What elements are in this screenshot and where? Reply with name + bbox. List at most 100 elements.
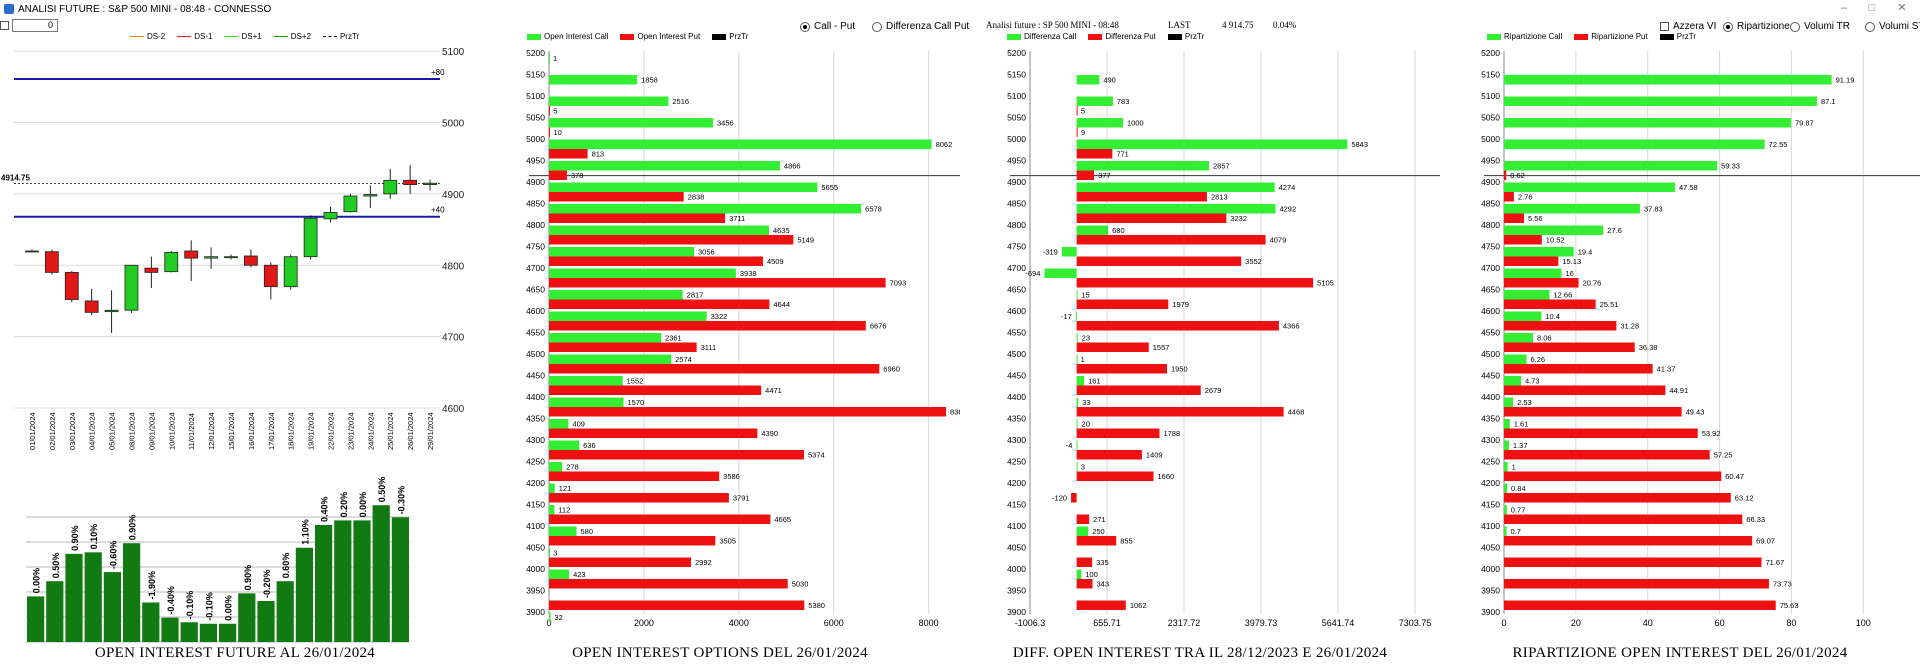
candle-body	[224, 256, 238, 259]
x-date-label: 11/01/2024	[187, 413, 196, 450]
put-bar	[549, 600, 805, 610]
call-bar-label: -17	[1061, 312, 1072, 321]
spinner-checkbox[interactable]	[0, 21, 9, 30]
y-tick-label: 4750	[526, 242, 545, 252]
legend-item: Ripartizione Call	[1487, 32, 1562, 41]
call-bar	[549, 354, 672, 364]
checkbox-box[interactable]	[1660, 22, 1669, 31]
x-tick-label: 100	[1856, 618, 1871, 628]
radio-differenza-call-put[interactable]: Differenza Call Put	[872, 21, 969, 32]
legend-label: DS-1	[194, 32, 213, 41]
radio-volumi-tr[interactable]: Volumi TR	[1790, 21, 1850, 32]
put-bar	[1504, 557, 1762, 567]
y-tick-label: 4600	[526, 306, 545, 316]
x-date-label: 22/01/2024	[327, 412, 336, 450]
put-bar-label: 2813	[1211, 193, 1228, 202]
y-tick-label: 4500	[526, 349, 545, 359]
rip-bar-chart: 0 20 40 60 80 100 5200 5150 5100 5050 5000 4950 4900…	[1481, 48, 1920, 628]
put-bar	[549, 493, 729, 503]
radio-ripartizione[interactable]: Ripartizione	[1723, 21, 1790, 32]
call-bar	[1504, 376, 1521, 386]
oi-bar-label: 0.50%	[51, 553, 61, 579]
put-bar-label: 41.37	[1657, 365, 1676, 374]
close-button[interactable]: ✕	[1897, 2, 1907, 14]
legend-swatch	[322, 36, 337, 37]
call-bar	[1061, 247, 1077, 257]
put-bar	[549, 235, 794, 245]
radio-dot[interactable]	[800, 21, 810, 32]
diff-header-label: Analisi future : SP 500 MINI - 08:48	[986, 20, 1119, 30]
legend-item: PrzTr	[1659, 32, 1696, 41]
call-bar	[549, 376, 623, 386]
y-tick-label: 5100	[442, 47, 465, 58]
diff-legend: Differenza Call Differenza Put PrzTr	[1007, 32, 1216, 41]
call-bar	[1504, 354, 1527, 364]
y-tick-label: 4800	[442, 261, 465, 272]
call-bar-label: 580	[581, 527, 594, 536]
put-bar-label: 5	[1081, 107, 1085, 116]
oi-bar	[180, 622, 198, 642]
radio-dot[interactable]	[1865, 21, 1875, 32]
candle-body	[423, 182, 437, 186]
put-bar-label: 855	[1120, 537, 1133, 546]
put-bar	[1504, 342, 1635, 352]
call-bar	[549, 311, 707, 321]
legend-swatch	[273, 36, 288, 37]
y-tick-label: 4450	[1007, 371, 1026, 381]
call-bar-label: 5843	[1351, 140, 1368, 149]
put-bar-label: 6676	[870, 322, 887, 331]
radio-dot[interactable]	[1723, 21, 1733, 32]
y-tick-label: 4450	[1481, 371, 1500, 381]
put-bar	[549, 385, 762, 395]
radio-call-put[interactable]: Call - Put	[800, 21, 855, 32]
y-tick-label: 4750	[1007, 242, 1026, 252]
azzera-vi-checkbox[interactable]: Azzera VI	[1660, 21, 1716, 32]
legend-label: PrzTr	[339, 32, 360, 41]
y-tick-label: 4700	[526, 263, 545, 273]
legend-label: Differenza Call	[1024, 32, 1077, 41]
oi-bar-label: -0.10%	[185, 591, 195, 620]
radio-volumi-st[interactable]: Volumi ST	[1865, 21, 1920, 32]
put-bar	[1076, 407, 1284, 417]
options-bar-chart: 0 2000 4000 6000 8000 5200 5150 5100 5050 5000 495…	[526, 48, 960, 628]
spinner-input[interactable]: 0	[12, 19, 58, 32]
oi-bar-label: -0.10%	[204, 592, 214, 621]
call-bar	[1076, 462, 1078, 472]
call-bar	[1076, 118, 1123, 128]
put-bar-label: 4644	[773, 300, 790, 309]
y-tick-label: 4950	[1007, 156, 1026, 166]
options-panel-title: OPEN INTEREST OPTIONS DEL 26/01/2024	[572, 645, 868, 661]
call-bar-label: 2574	[675, 355, 692, 364]
radio-dot[interactable]	[1790, 21, 1800, 32]
candle-body	[64, 271, 79, 300]
candle-body	[184, 250, 199, 259]
y-tick-label: 4450	[526, 371, 545, 381]
call-bar	[1044, 268, 1077, 278]
diff-header-last-value: 4 914.75	[1222, 20, 1254, 30]
put-bar	[549, 536, 716, 546]
put-bar	[1504, 450, 1710, 460]
maximize-button[interactable]: □	[1868, 2, 1876, 14]
y-tick-label: 5100	[1481, 91, 1500, 101]
diff-bar-chart: -1006.3 655.71 2317.72 3979.73 5641.74 7303.7…	[1007, 48, 1440, 628]
call-bar-label: -319	[1043, 248, 1058, 257]
put-bar	[1504, 256, 1559, 266]
minimize-button[interactable]: –	[1840, 2, 1848, 14]
x-tick-label: 0	[546, 618, 551, 628]
x-tick-label: 4000	[729, 618, 749, 628]
diff-panel-title: DIFF. OPEN INTEREST TRA IL 28/12/2023 E …	[1012, 645, 1388, 661]
y-tick-label: 3900	[1007, 607, 1026, 617]
y-tick-label: 4050	[526, 543, 545, 553]
y-tick-label: 4150	[1007, 500, 1026, 510]
candle-body	[144, 267, 159, 273]
radio-label: Ripartizione	[1737, 21, 1790, 32]
y-tick-label: 5150	[526, 70, 545, 80]
put-bar	[1076, 192, 1207, 202]
legend-item: DS-1	[177, 32, 212, 41]
y-tick-label: 4250	[1481, 457, 1500, 467]
put-bar-label: 69.07	[1756, 537, 1775, 546]
radio-dot[interactable]	[872, 21, 882, 32]
y-tick-label: 3900	[526, 607, 545, 617]
put-bar	[1076, 342, 1149, 352]
y-tick-label: 4350	[1481, 414, 1500, 424]
